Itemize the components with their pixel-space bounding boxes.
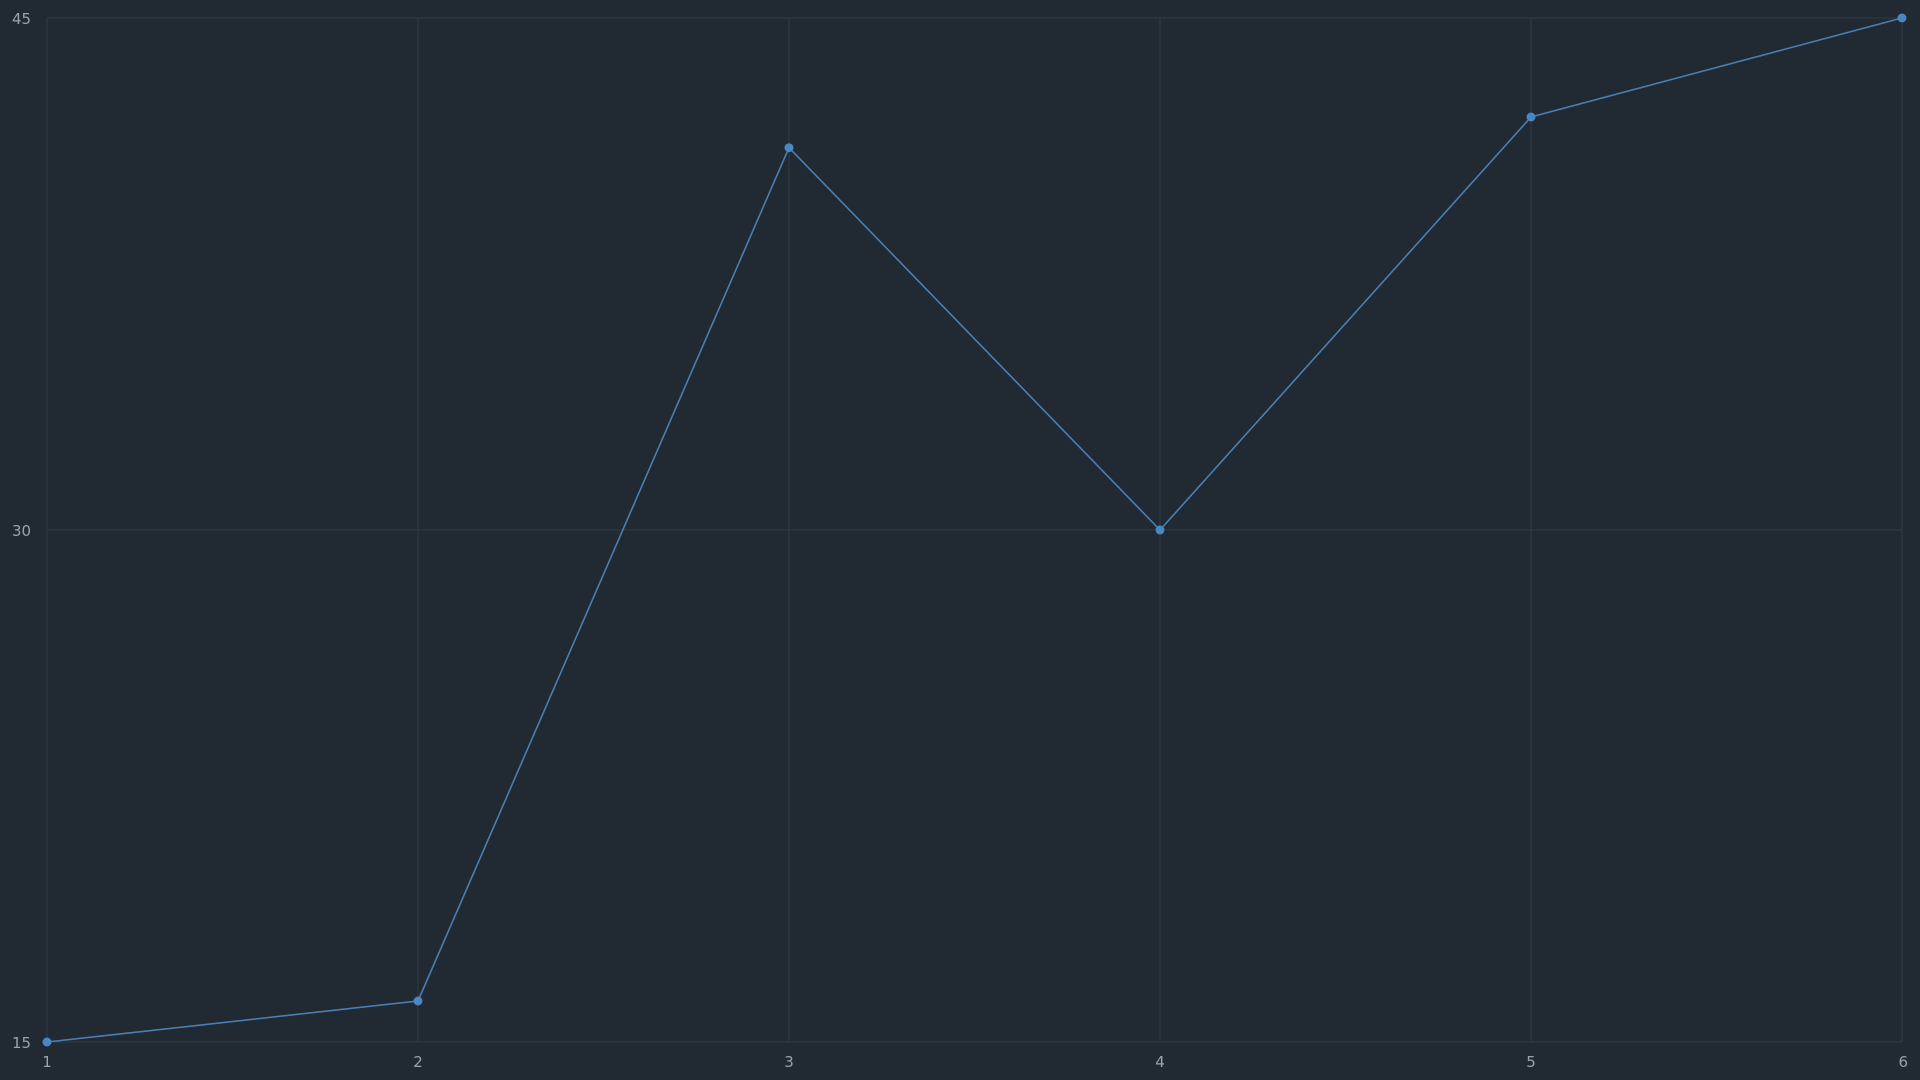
x-tick-label: 6 — [1898, 1053, 1908, 1071]
data-point[interactable] — [413, 996, 423, 1006]
y-tick-label: 45 — [12, 10, 31, 28]
x-tick-label: 1 — [42, 1053, 52, 1071]
y-tick-label: 30 — [12, 522, 31, 540]
grid — [46, 17, 1903, 1043]
y-tick-label: 15 — [12, 1034, 31, 1052]
x-tick-label: 2 — [413, 1053, 423, 1071]
data-point[interactable] — [1526, 112, 1536, 122]
x-tick-label: 4 — [1155, 1053, 1165, 1071]
x-tick-label: 5 — [1526, 1053, 1536, 1071]
series-line — [46, 17, 1903, 1043]
series-layer — [42, 13, 1907, 1047]
data-point[interactable] — [784, 143, 794, 153]
data-point[interactable] — [42, 1037, 52, 1047]
x-tick-label: 3 — [784, 1053, 794, 1071]
data-point[interactable] — [1897, 13, 1907, 23]
data-point[interactable] — [1155, 525, 1165, 535]
